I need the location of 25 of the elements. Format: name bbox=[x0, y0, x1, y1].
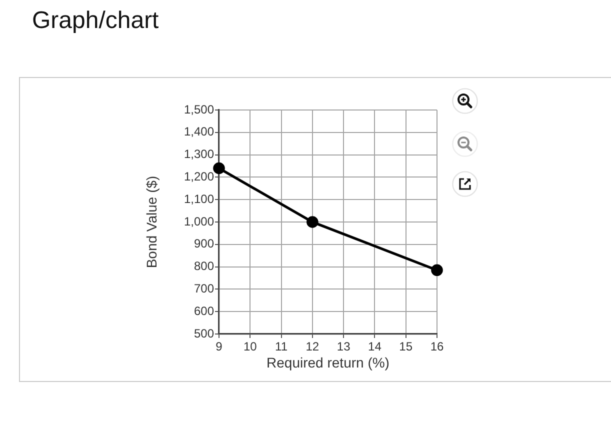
x-tick-label: 13 bbox=[336, 340, 351, 354]
point bbox=[213, 162, 225, 174]
x-tick-label: 14 bbox=[368, 340, 382, 354]
y-axis-title: Bond Value ($) bbox=[143, 176, 160, 268]
x-tick-label: 10 bbox=[243, 340, 258, 354]
point bbox=[306, 216, 318, 228]
y-tick-label: 1,400 bbox=[184, 124, 214, 139]
y-tick-label: 700 bbox=[194, 282, 214, 296]
x-tick-label: 11 bbox=[275, 340, 288, 354]
y-tick-label: 1,000 bbox=[184, 214, 214, 228]
x-tick-label: 9 bbox=[216, 340, 223, 354]
x-tick-label: 12 bbox=[306, 340, 320, 354]
y-tick-label: 1,200 bbox=[184, 170, 214, 184]
x-axis-title: Required return (%) bbox=[266, 354, 390, 370]
y-tick-label: 800 bbox=[194, 259, 214, 274]
x-tick-label: 16 bbox=[430, 340, 444, 354]
chart-title: Graph/chart bbox=[32, 6, 159, 36]
point bbox=[431, 264, 443, 276]
y-tick-label: 1,100 bbox=[184, 192, 214, 206]
x-tick-label: 15 bbox=[399, 340, 413, 354]
y-tick-label: 1,300 bbox=[184, 147, 214, 162]
y-tick-label: 1,500 bbox=[184, 102, 214, 116]
y-tick-label: 600 bbox=[194, 304, 214, 318]
y-tick-label: 900 bbox=[194, 236, 214, 251]
y-tick-label: 500 bbox=[194, 326, 214, 340]
